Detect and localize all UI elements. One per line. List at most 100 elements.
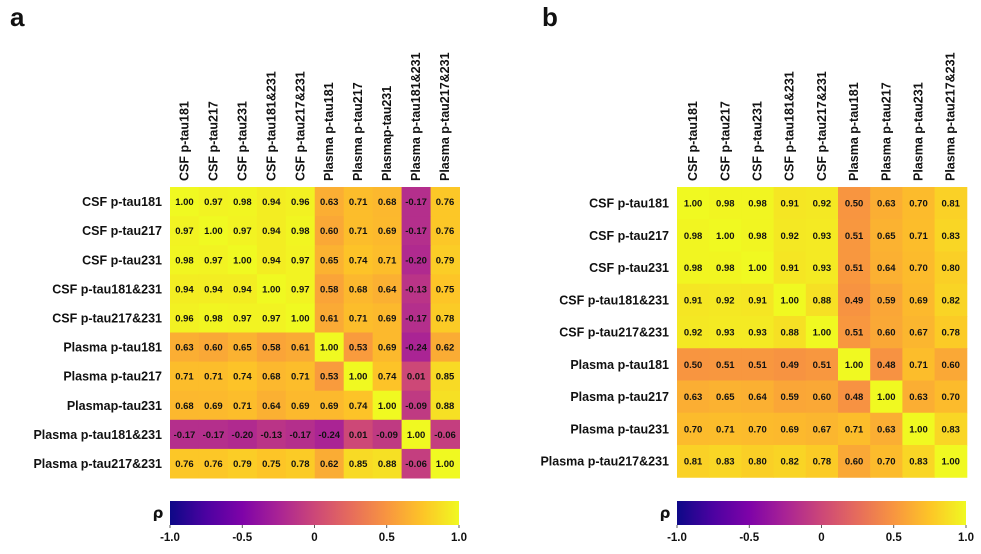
row-label-plasma-p-tau217: Plasma p-tau217	[570, 390, 669, 404]
cell-value-label: 0.83	[941, 424, 960, 435]
cell-value-label: 0.67	[813, 424, 832, 435]
row-label-plasma-p-tau217-231: Plasma p-tau217&231	[540, 455, 669, 469]
heatmap-cell	[741, 187, 775, 220]
cell-value-label: 0.70	[684, 424, 703, 435]
cell-value-label: 0.85	[349, 459, 368, 470]
heatmap-cell	[256, 187, 287, 217]
column-label-csf-p-tau231: CSF p-tau231	[235, 101, 249, 181]
heatmap-cell	[709, 219, 742, 252]
cell-value-label: 0.59	[877, 295, 896, 306]
cell-value-label: 0.71	[378, 255, 397, 266]
row-label-plasma-p-tau181: Plasma p-tau181	[63, 341, 162, 355]
column-label-csf-p-tau217-231: CSF p-tau217&231	[815, 71, 829, 181]
cell-value-label: 0.93	[748, 328, 767, 339]
heatmap-cell	[401, 245, 432, 275]
heatmap-cell	[256, 419, 287, 450]
heatmap-cell	[805, 187, 839, 220]
cell-value-label: 0.62	[436, 343, 455, 354]
column-label-plasma-p-tau217: Plasma p-tau217	[879, 82, 893, 181]
cell-value-label: 0.53	[349, 343, 368, 354]
column-label-csf-p-tau181-231: CSF p-tau181&231	[264, 71, 278, 181]
heatmap-cell	[227, 216, 258, 246]
cell-value-label: 0.98	[748, 231, 767, 242]
heatmap-cell	[314, 274, 345, 304]
heatmap-cell	[902, 251, 936, 285]
cell-value-label: 0.71	[349, 313, 368, 324]
cell-value-label: 0.98	[204, 313, 223, 324]
cell-value-label: 0.79	[233, 459, 252, 470]
cell-value-label: 0.94	[175, 284, 194, 295]
cell-value-label: 0.50	[845, 199, 864, 210]
panel-label: a	[10, 2, 25, 32]
heatmap-cell	[170, 390, 200, 421]
row-label-csf-p-tau217: CSF p-tau217	[589, 229, 669, 243]
cell-value-label: 0.51	[845, 263, 864, 274]
cell-value-label: 0.98	[233, 197, 252, 208]
cell-value-label: 0.96	[175, 313, 194, 324]
cell-value-label: -0.17	[405, 313, 427, 324]
heatmap-cell	[902, 412, 936, 446]
heatmap-cell	[741, 445, 775, 478]
cell-value-label: 0.74	[349, 401, 368, 412]
cell-value-label: 0.74	[378, 372, 397, 383]
cell-value-label: 0.68	[378, 197, 397, 208]
heatmap-cell	[401, 303, 432, 333]
column-label-plasma-p-tau217: Plasma p-tau217	[351, 82, 365, 181]
cell-value-label: 0.85	[436, 372, 455, 383]
colorbar-label: ρ	[660, 504, 671, 522]
cell-value-label: 0.63	[175, 343, 194, 354]
cell-value-label: -0.09	[405, 401, 427, 412]
row-label-csf-p-tau217-231: CSF p-tau217&231	[559, 326, 669, 340]
heatmap-cell	[902, 283, 936, 317]
cell-value-label: 0.51	[716, 360, 735, 371]
heatmap-cell	[401, 187, 432, 217]
cell-value-label: 0.93	[813, 263, 832, 274]
cell-value-label: 0.71	[349, 197, 368, 208]
heatmap-cell	[285, 419, 316, 450]
heatmap-cell	[430, 274, 460, 304]
column-label-plasma-p-tau181-231: Plasma p-tau181&231	[409, 52, 423, 181]
heatmap-cell	[934, 219, 968, 252]
cell-value-label: 1.00	[349, 372, 368, 383]
heatmap-cell	[256, 303, 287, 333]
heatmap-cell	[170, 448, 200, 479]
cell-value-label: 0.94	[233, 284, 252, 295]
cell-value-label: 0.96	[291, 197, 310, 208]
cell-value-label: 0.68	[262, 372, 281, 383]
cell-value-label: 0.93	[716, 328, 735, 339]
cell-value-label: 1.00	[877, 392, 896, 403]
cell-value-label: 0.82	[941, 295, 960, 306]
cell-value-label: 0.64	[748, 392, 767, 403]
cell-value-label: 0.97	[233, 226, 252, 237]
heatmap-cell	[401, 390, 432, 421]
heatmap-cell	[838, 316, 871, 349]
heatmap-cell	[805, 316, 839, 349]
heatmap-cell	[934, 187, 968, 220]
heatmap-cell	[430, 390, 460, 421]
colorbar	[170, 501, 459, 525]
cell-value-label: 0.65	[877, 231, 896, 242]
heatmap-cell	[256, 332, 287, 363]
cell-value-label: 0.71	[291, 372, 310, 383]
heatmap-cell	[198, 419, 229, 450]
cell-value-label: 0.88	[813, 295, 832, 306]
cell-value-label: 0.76	[436, 226, 455, 237]
heatmap-cell	[256, 274, 287, 304]
colorbar-tick-label: 0.5	[886, 532, 903, 544]
column-label-csf-p-tau217: CSF p-tau217	[718, 101, 732, 181]
column-label-plasma-p-tau181: Plasma p-tau181	[322, 82, 336, 181]
cell-value-label: 0.74	[349, 255, 368, 266]
heatmap-cell	[198, 361, 229, 392]
cell-value-label: 1.00	[320, 343, 339, 354]
heatmap-cell	[314, 187, 345, 217]
heatmap-cell	[709, 251, 742, 285]
cell-value-label: 0.97	[262, 313, 281, 324]
colorbar-tick-label: -0.5	[739, 532, 759, 544]
heatmap-cell	[343, 303, 374, 333]
heatmap-cell	[198, 303, 229, 333]
heatmap-cell	[677, 219, 710, 252]
heatmap-cell	[677, 283, 710, 317]
cell-value-label: 0.71	[909, 231, 928, 242]
cell-value-label: 0.97	[204, 255, 223, 266]
